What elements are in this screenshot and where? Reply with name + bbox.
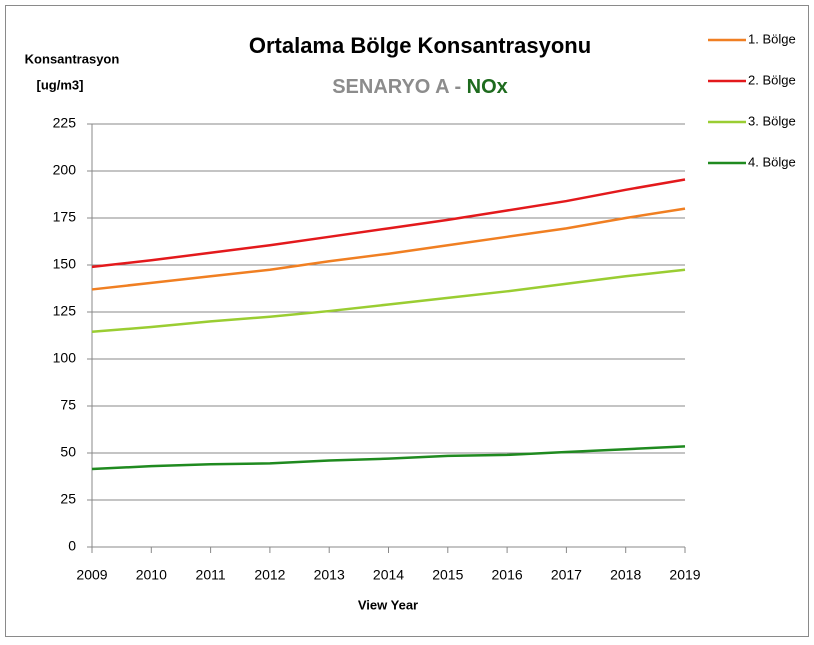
series-line xyxy=(91,207,686,291)
y-tick-label: 75 xyxy=(60,397,76,413)
y-tick-label: 200 xyxy=(53,162,77,178)
x-tick-label: 2017 xyxy=(551,567,582,583)
x-axis-label: View Year xyxy=(358,597,418,612)
x-tick-label: 2012 xyxy=(254,567,285,583)
series-line xyxy=(91,268,686,333)
y-axis-label: [ug/m3] xyxy=(37,77,84,92)
y-tick-label: 0 xyxy=(68,538,76,554)
x-tick-label: 2015 xyxy=(432,567,463,583)
x-tick-label: 2013 xyxy=(314,567,345,583)
legend-label: 2. Bölge xyxy=(748,72,796,87)
x-tick-label: 2019 xyxy=(669,567,700,583)
chart-subtitle: SENARYO A - NOx xyxy=(332,76,508,98)
chart-border xyxy=(5,5,809,637)
x-tick-label: 2018 xyxy=(610,567,641,583)
chart-title: Ortalama Bölge Konsantrasyonu xyxy=(249,33,591,58)
y-tick-label: 175 xyxy=(53,209,77,225)
y-tick-label: 50 xyxy=(60,444,76,460)
y-axis-label: Konsantrasyon xyxy=(25,51,120,66)
legend-label: 1. Bölge xyxy=(748,31,796,46)
x-tick-label: 2009 xyxy=(76,567,107,583)
y-tick-label: 100 xyxy=(53,350,77,366)
series-line xyxy=(91,178,686,269)
x-tick-label: 2014 xyxy=(373,567,404,583)
y-tick-label: 25 xyxy=(60,491,76,507)
y-tick-label: 225 xyxy=(53,115,77,131)
x-tick-label: 2010 xyxy=(136,567,167,583)
series-line xyxy=(91,445,686,471)
y-tick-label: 125 xyxy=(53,303,77,319)
subtitle-part: SENARYO A - xyxy=(332,76,461,98)
x-tick-label: 2016 xyxy=(492,567,523,583)
legend-label: 4. Bölge xyxy=(748,154,796,169)
legend-label: 3. Bölge xyxy=(748,113,796,128)
y-tick-label: 150 xyxy=(53,256,77,272)
subtitle-part: NOx xyxy=(467,76,508,98)
x-tick-label: 2011 xyxy=(196,567,226,583)
